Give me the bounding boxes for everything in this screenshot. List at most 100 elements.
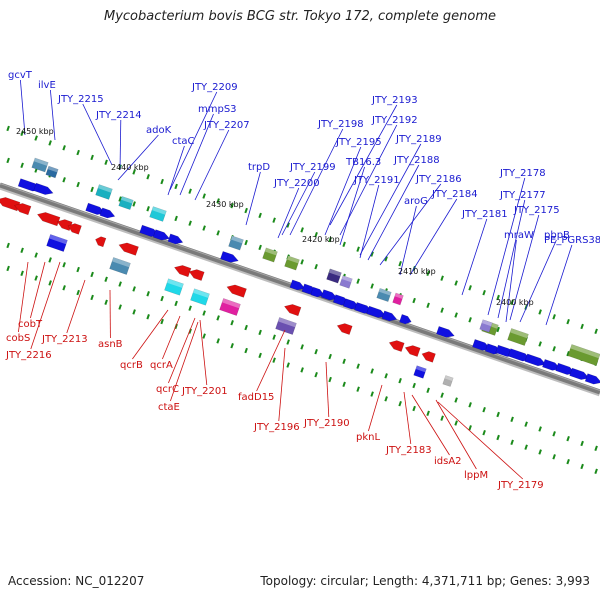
- feature-box-shine: [394, 292, 404, 299]
- gene-label[interactable]: qcrC: [156, 384, 179, 395]
- gene-label[interactable]: mmpS3: [198, 104, 237, 115]
- gene-label[interactable]: JTY_2199: [289, 162, 336, 173]
- gene-label[interactable]: pbpB: [544, 230, 570, 241]
- feature-box-shine: [481, 319, 493, 327]
- gene-label[interactable]: JTY_2196: [253, 422, 300, 433]
- scale-tick: [356, 278, 360, 284]
- reverse-gene: [56, 219, 73, 231]
- leader-line: [487, 177, 526, 316]
- gene-label[interactable]: JTY_2201: [181, 386, 228, 397]
- leader-line: [20, 79, 26, 136]
- gene-label[interactable]: JTY_2184: [431, 189, 478, 200]
- gene-label[interactable]: trpD: [248, 162, 270, 173]
- gene-label[interactable]: mraW: [504, 230, 534, 241]
- gene-label[interactable]: JTY_2186: [415, 174, 462, 185]
- gene-label[interactable]: JTY_2179: [497, 480, 544, 491]
- scale-tick: [482, 406, 486, 413]
- feature-box: [31, 157, 49, 173]
- leader-line: [359, 184, 380, 259]
- gene-label[interactable]: JTY_2178: [499, 168, 546, 179]
- gene-label[interactable]: JTY_2198: [317, 119, 364, 130]
- gene-label[interactable]: JTY_2181: [461, 209, 508, 220]
- scale-tick: [90, 186, 94, 193]
- scale-tick: [48, 257, 52, 263]
- scale-tick: [244, 207, 248, 214]
- scale-tick: [510, 416, 514, 423]
- gene-label[interactable]: lppM: [464, 470, 488, 481]
- feature-box-shine: [264, 247, 278, 256]
- scale-tick: [6, 242, 10, 249]
- gene-label[interactable]: adoK: [146, 125, 172, 136]
- leader-line: [194, 129, 230, 201]
- gene-label[interactable]: PE_PGRS38: [544, 235, 600, 246]
- reverse-gene: [0, 197, 21, 212]
- gene-label[interactable]: aroG: [404, 196, 428, 207]
- gene-label[interactable]: JTY_2213: [41, 334, 88, 345]
- scale-tick: [356, 246, 360, 252]
- gene-label[interactable]: qcrB: [120, 360, 143, 371]
- scale-tick: [230, 343, 234, 349]
- scale-tick: [398, 261, 402, 267]
- feature-box-shine: [278, 317, 297, 328]
- scale-tick: [510, 439, 514, 446]
- gene-label[interactable]: JTY_2192: [371, 115, 418, 126]
- gene-label[interactable]: cobT: [18, 319, 43, 330]
- scale-tick: [160, 178, 164, 185]
- gene-label[interactable]: fadD15: [238, 392, 274, 403]
- feature-box-shine: [33, 157, 49, 166]
- scale-tick: [286, 339, 290, 345]
- leader-line: [170, 321, 199, 402]
- reverse-gene: [174, 265, 192, 278]
- scale-tick: [454, 397, 458, 403]
- gene-label[interactable]: TB16.3: [345, 157, 381, 168]
- scale-tick: [272, 217, 276, 223]
- feature-box-shine: [112, 257, 131, 268]
- leader-line: [324, 146, 362, 236]
- gene-label[interactable]: JTY_2193: [371, 95, 418, 106]
- feature-box-shine: [415, 365, 427, 373]
- reverse-gene: [388, 340, 405, 352]
- gene-label[interactable]: ctaE: [158, 402, 180, 413]
- map-title: Mycobacterium bovis BCG str. Tokyo 172, …: [104, 9, 496, 24]
- gene-label[interactable]: qcrA: [150, 360, 173, 371]
- gene-label[interactable]: asnB: [98, 339, 123, 350]
- scale-tick: [20, 247, 24, 253]
- reverse-gene: [95, 236, 107, 248]
- gene-label[interactable]: JTY_2175: [513, 205, 560, 216]
- scale-tick: [440, 307, 444, 313]
- scale-tick: [174, 300, 178, 307]
- scale-tick: [314, 349, 318, 355]
- feature-box: [392, 292, 404, 306]
- scale-tick: [62, 285, 66, 291]
- scale-tick: [454, 420, 458, 426]
- scale-tick: [398, 378, 402, 384]
- gene-label[interactable]: JTY_2177: [499, 190, 546, 201]
- leader-line: [278, 347, 286, 422]
- gene-label[interactable]: JTY_2189: [395, 134, 442, 145]
- gene-label[interactable]: JTY_2216: [5, 350, 52, 361]
- gene-label[interactable]: JTY_2209: [191, 82, 238, 93]
- gene-label[interactable]: JTY_2214: [95, 110, 142, 121]
- gene-label[interactable]: JTY_2207: [203, 120, 250, 131]
- feature-box-shine: [444, 375, 454, 382]
- gene-label[interactable]: idsA2: [434, 456, 462, 467]
- gene-label[interactable]: JTY_2200: [273, 178, 320, 189]
- gene-label[interactable]: ctaC: [172, 136, 195, 147]
- feature-box: [149, 206, 167, 222]
- leader-line: [379, 183, 442, 266]
- gene-label[interactable]: ilvE: [38, 80, 56, 91]
- gene-label[interactable]: JTY_2188: [393, 155, 440, 166]
- reverse-gene: [336, 323, 353, 335]
- leader-line: [119, 119, 122, 171]
- gene-label[interactable]: JTY_2183: [385, 445, 432, 456]
- feature-box: [190, 288, 210, 306]
- gene-label[interactable]: gcvT: [8, 70, 33, 81]
- gene-label[interactable]: JTY_2195: [335, 137, 382, 148]
- gene-label[interactable]: cobS: [6, 333, 30, 344]
- gene-label[interactable]: pknL: [356, 432, 380, 443]
- scale-tick: [216, 338, 220, 344]
- leader-line: [367, 164, 420, 261]
- gene-label[interactable]: JTY_2191: [353, 175, 400, 186]
- gene-label[interactable]: JTY_2190: [303, 418, 350, 429]
- gene-label[interactable]: JTY_2215: [57, 94, 104, 105]
